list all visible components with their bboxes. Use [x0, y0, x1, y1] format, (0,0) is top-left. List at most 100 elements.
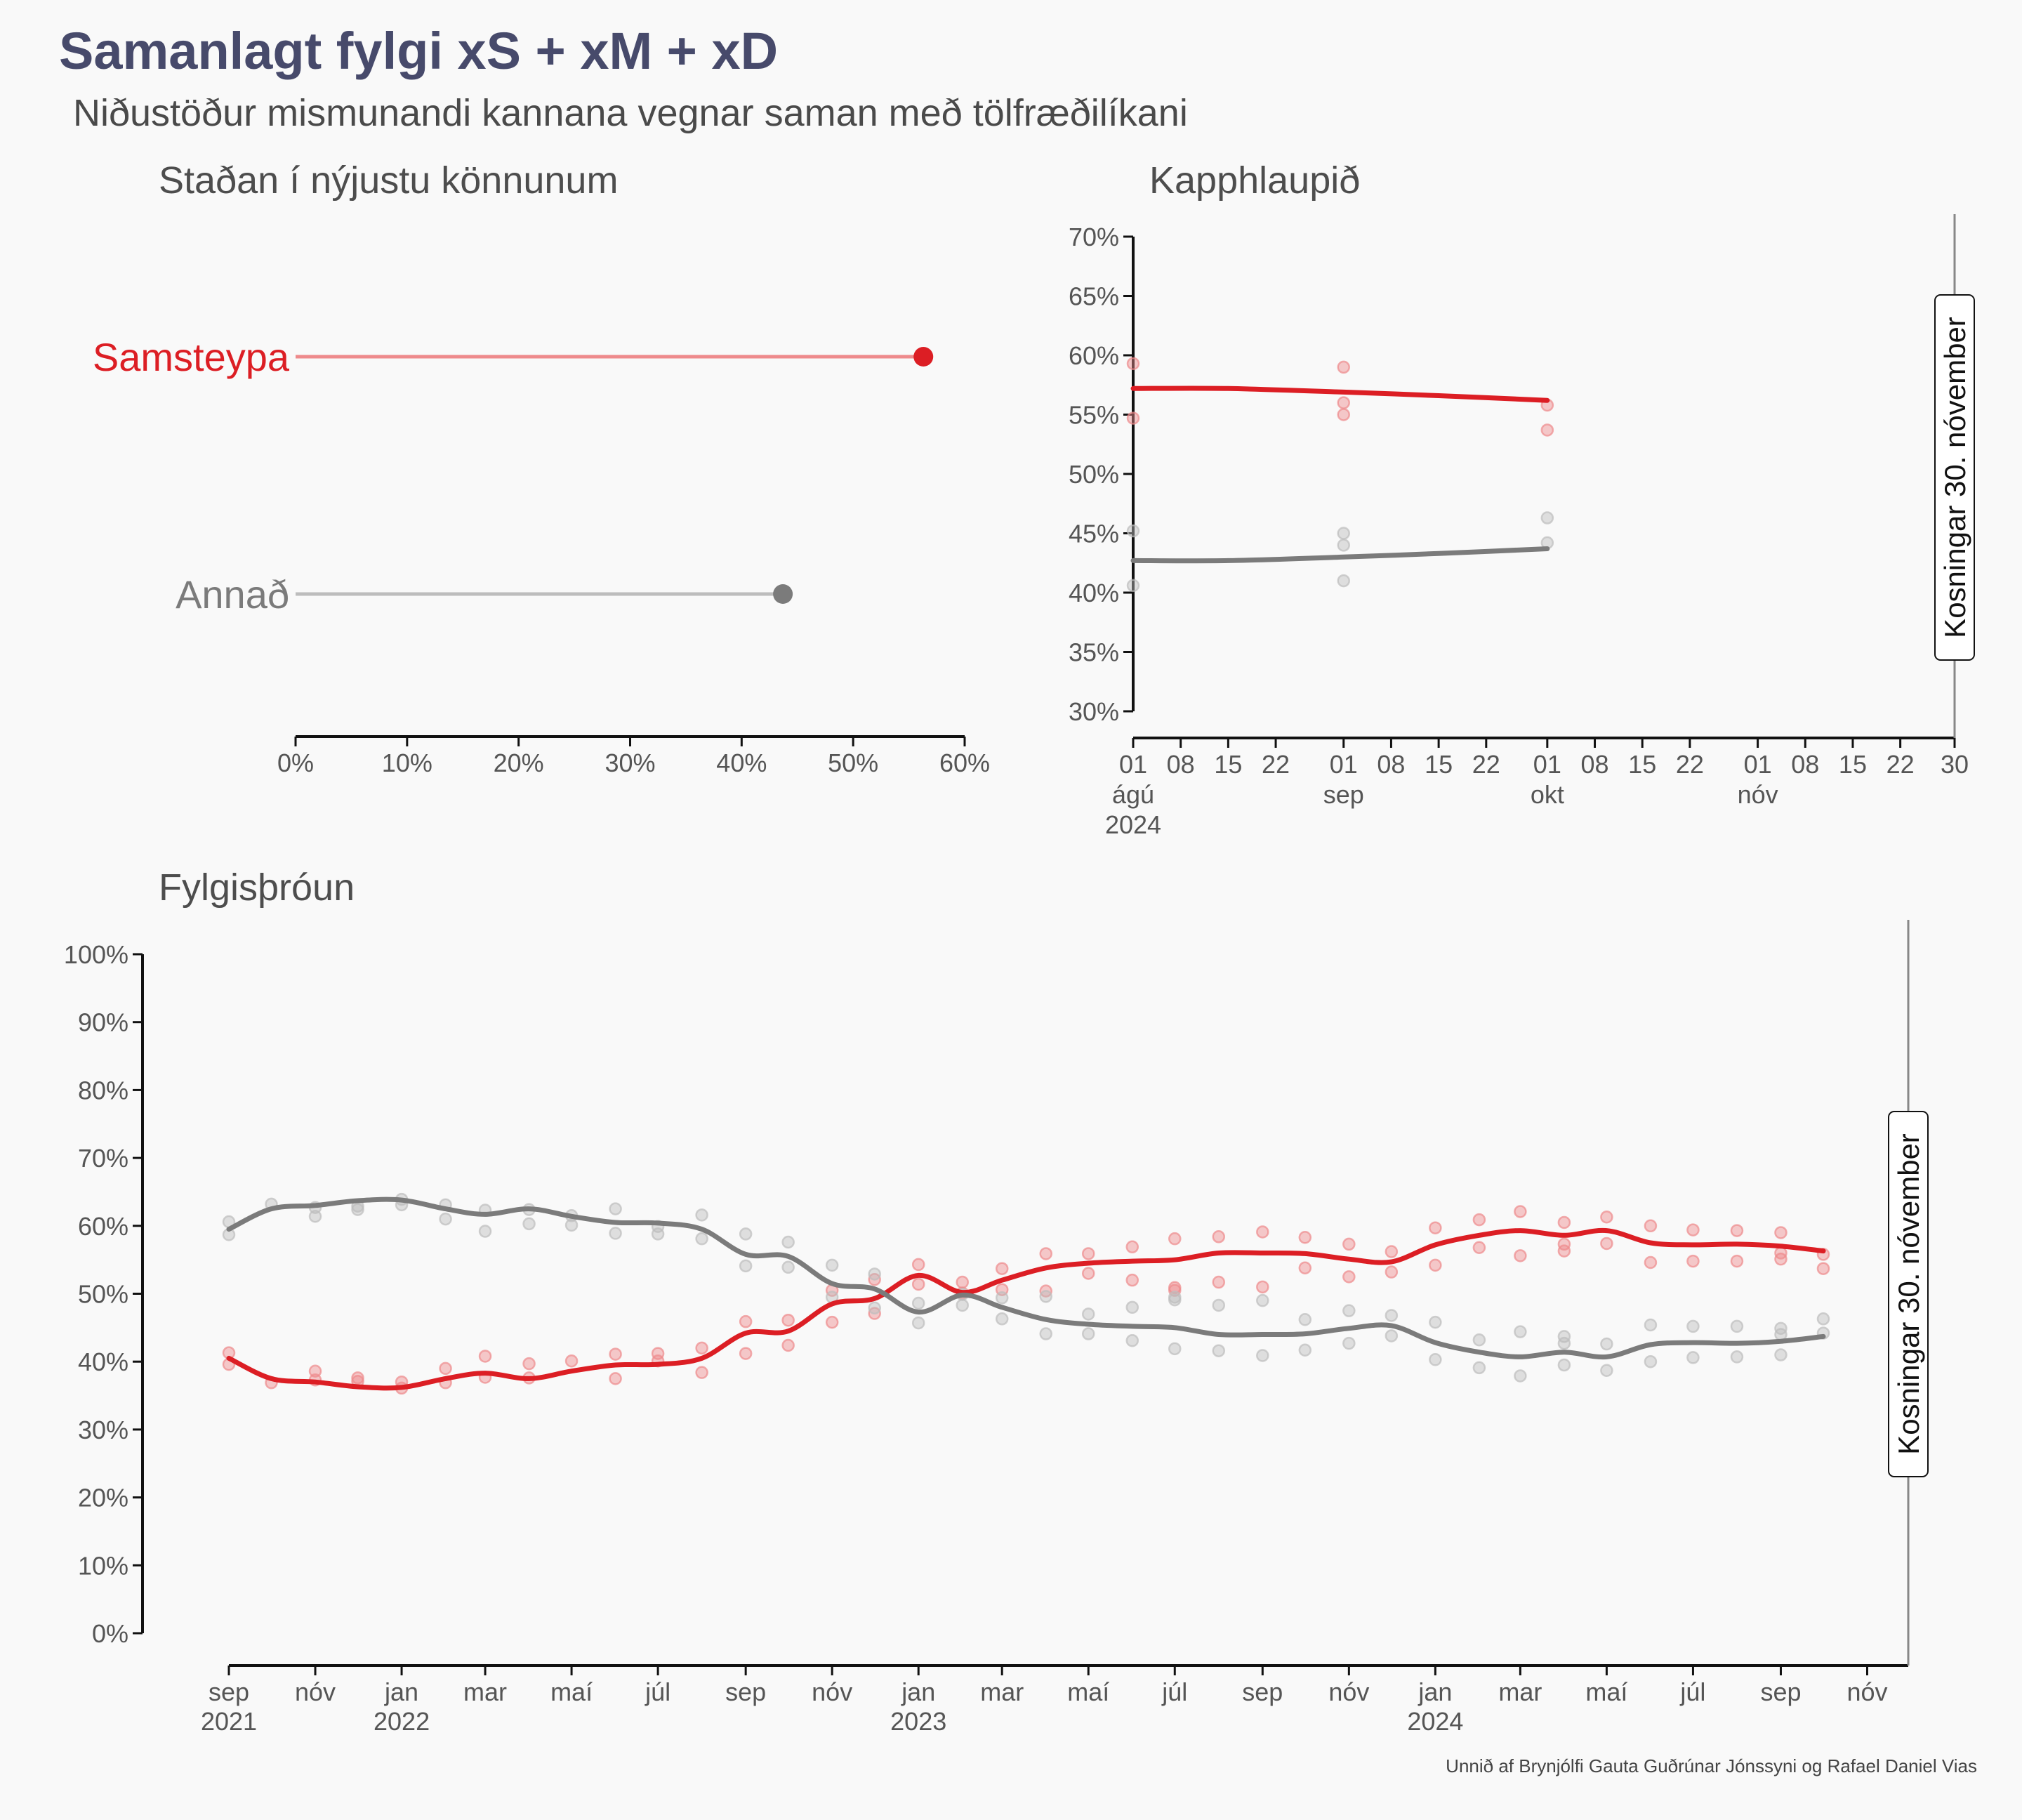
poll-point	[1342, 1304, 1356, 1317]
lollipop-dot	[773, 584, 793, 604]
election-label: Kosningar 30. nóvember	[1938, 317, 1971, 638]
x-tick-label: 60%	[939, 749, 990, 777]
poll-point	[1337, 539, 1351, 552]
trend-line	[1130, 546, 1550, 564]
poll-point	[1298, 1230, 1312, 1244]
poll-point	[868, 1301, 881, 1315]
panel-title: Fylgisþróun	[159, 866, 355, 909]
x-tick-label: 15	[1839, 750, 1867, 779]
poll-point	[1385, 1245, 1399, 1258]
poll-point	[564, 1354, 579, 1368]
poll-point	[351, 1203, 364, 1216]
year-label: 2024	[1407, 1707, 1463, 1736]
x-tick-label: júl	[645, 1677, 670, 1706]
poll-point	[1126, 357, 1140, 371]
y-tick-label: 40%	[1069, 579, 1119, 607]
poll-point	[1774, 1226, 1788, 1239]
poll-point	[695, 1208, 708, 1222]
poll-point	[1774, 1252, 1788, 1266]
y-tick-label: 50%	[1069, 460, 1119, 489]
x-tick-label: nóv	[812, 1677, 852, 1706]
poll-point	[351, 1371, 364, 1385]
x-tick-label: 08	[1167, 750, 1195, 779]
chart-title: Samanlagt fylgi xS + xM + xD	[59, 22, 779, 80]
poll-point	[695, 1341, 708, 1355]
poll-point	[1600, 1237, 1613, 1251]
election-label: Kosningar 30. nóvember	[1892, 1133, 1925, 1455]
poll-point	[825, 1315, 839, 1329]
poll-point	[1514, 1249, 1527, 1262]
poll-point	[564, 1218, 579, 1232]
poll-point	[1429, 1315, 1442, 1329]
poll-point	[1557, 1336, 1571, 1350]
poll-point	[695, 1366, 708, 1379]
poll-point	[781, 1235, 795, 1249]
poll-point	[1385, 1309, 1399, 1322]
poll-point	[478, 1225, 492, 1238]
month-label: okt	[1531, 780, 1564, 809]
poll-point	[1337, 574, 1351, 588]
trend-line	[1130, 385, 1550, 403]
poll-point	[308, 1364, 322, 1378]
poll-point	[1298, 1343, 1312, 1357]
poll-point	[1039, 1247, 1052, 1260]
poll-point	[868, 1267, 881, 1281]
poll-point	[911, 1258, 925, 1272]
poll-point	[911, 1277, 925, 1291]
poll-point	[1126, 411, 1140, 425]
x-tick-label: júl	[1161, 1677, 1187, 1706]
poll-point	[1557, 1215, 1571, 1229]
poll-point	[1540, 423, 1554, 437]
poll-point	[1212, 1275, 1226, 1289]
year-label: 2021	[201, 1707, 257, 1736]
poll-point	[1126, 524, 1140, 538]
poll-point	[956, 1275, 969, 1289]
poll-point	[911, 1296, 925, 1310]
poll-point	[1429, 1353, 1442, 1366]
poll-point	[1472, 1241, 1486, 1254]
panel-latest-polls: Staðan í nýjustu könnunum 0% 10% 20% 30% 40% 5…	[93, 159, 990, 777]
poll-point	[1644, 1219, 1658, 1233]
poll-point	[1686, 1351, 1700, 1364]
y-tick-label: 30%	[1069, 697, 1119, 726]
poll-point	[695, 1232, 708, 1246]
poll-point	[1039, 1327, 1052, 1340]
poll-point	[1342, 1237, 1356, 1251]
x-tick-label: 22	[1472, 750, 1500, 779]
poll-point	[1342, 1270, 1356, 1284]
x-tick-label: 22	[1886, 750, 1915, 779]
poll-point	[739, 1259, 753, 1273]
x-tick-label: 30%	[604, 749, 655, 777]
chart-subtitle: Niðustöður mismunandi kannana vegnar sam…	[73, 92, 1188, 134]
x-tick-label: sep	[725, 1677, 766, 1706]
month-label: sep	[1323, 780, 1364, 809]
trend-line	[226, 1227, 1826, 1391]
year-label: 2024	[1105, 810, 1161, 839]
panel-trend: Fylgisþróun 0% 10% 20% 30% 40% 50% 60% 70% 80% 90%…	[64, 866, 1929, 1736]
year-label: 2023	[890, 1707, 946, 1736]
poll-point	[1126, 579, 1140, 593]
x-tick-label: 01	[1119, 750, 1147, 779]
category-label-samsteypa: Samsteypa	[93, 335, 290, 379]
y-tick-label: 45%	[1069, 520, 1119, 548]
poll-point	[825, 1258, 839, 1272]
poll-point	[1816, 1312, 1830, 1326]
poll-point	[1686, 1254, 1700, 1268]
poll-point	[1472, 1333, 1486, 1347]
poll-point	[1514, 1325, 1527, 1338]
x-tick-label: 15	[1214, 750, 1242, 779]
poll-point	[1298, 1261, 1312, 1275]
x-tick-label: mar	[1498, 1677, 1542, 1706]
poll-point	[609, 1347, 622, 1361]
x-tick-label: mar	[980, 1677, 1024, 1706]
x-tick-label: sep	[1242, 1677, 1283, 1706]
poll-point	[522, 1217, 536, 1231]
x-tick-label: 50%	[828, 749, 878, 777]
poll-point	[1774, 1328, 1788, 1341]
x-tick-label: 08	[1580, 750, 1608, 779]
x-tick-label: 0%	[277, 749, 314, 777]
y-tick-label: 55%	[1069, 401, 1119, 430]
poll-point	[911, 1316, 925, 1330]
poll-point	[1081, 1307, 1095, 1321]
poll-point	[522, 1357, 536, 1371]
